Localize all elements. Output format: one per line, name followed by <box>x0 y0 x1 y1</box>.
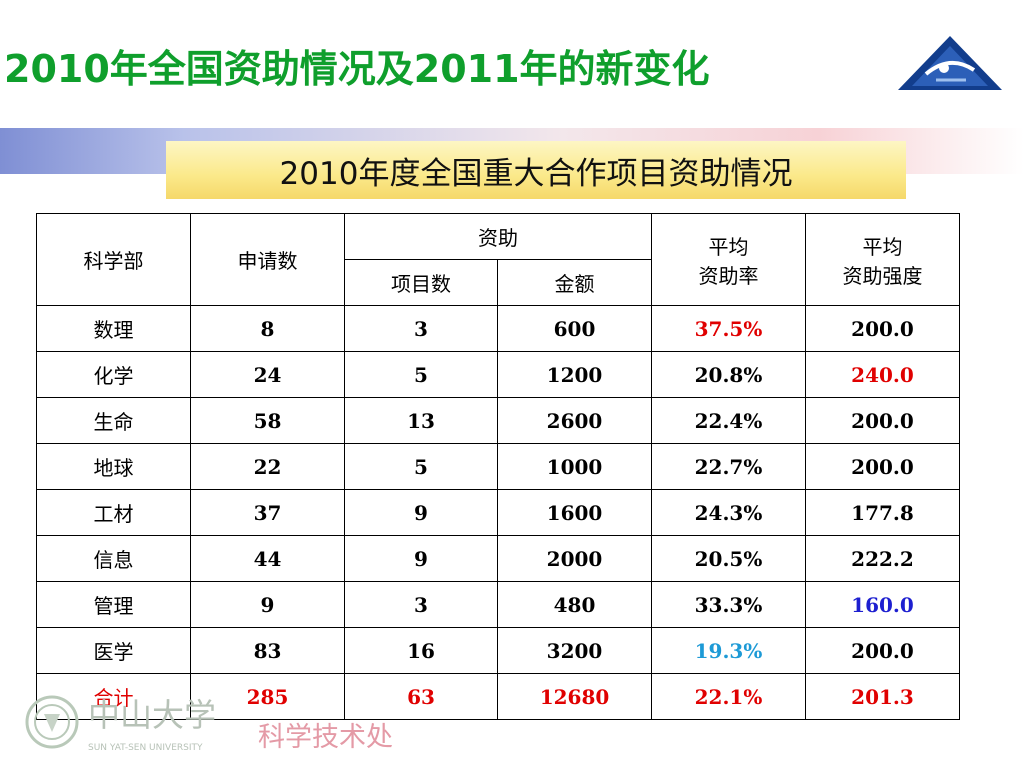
cell-avg-rate: 22.1% <box>651 673 806 720</box>
table-row: 化学 24 5 1200 20.8% 240.0 <box>36 351 960 398</box>
header-avg-intensity-line1: 平均 <box>862 234 903 259</box>
cell-dept: 化学 <box>36 351 191 398</box>
cell-dept: 生命 <box>36 397 191 444</box>
cell-avg-intensity: 222.2 <box>805 535 960 582</box>
slide-title: 2010年全国资助情况及2011年的新变化 <box>4 47 710 91</box>
footer-office: 科学技术处 <box>258 722 393 753</box>
university-footer: 中山大学 SUN YAT-SEN UNIVERSITY 科学技术处 <box>25 695 393 753</box>
table-body: 数理 8 3 600 37.5% 200.0 化学 24 5 1200 20.8% 240.0 生命 58… <box>36 305 960 720</box>
cell-amount: 3200 <box>497 627 652 674</box>
cell-avg-intensity: 240.0 <box>805 351 960 398</box>
cell-projects: 9 <box>344 535 498 582</box>
cell-avg-rate: 22.7% <box>651 443 806 490</box>
table-row: 数理 8 3 600 37.5% 200.0 <box>36 305 960 352</box>
cell-dept: 医学 <box>36 627 191 674</box>
cell-avg-intensity: 200.0 <box>805 397 960 444</box>
table-row: 工材 37 9 1600 24.3% 177.8 <box>36 489 960 536</box>
cell-amount: 12680 <box>497 673 652 720</box>
cell-projects: 5 <box>344 351 498 398</box>
cell-projects: 5 <box>344 443 498 490</box>
cell-avg-intensity: 160.0 <box>805 581 960 628</box>
cell-amount: 1000 <box>497 443 652 490</box>
cell-apply: 58 <box>190 397 345 444</box>
cell-projects: 63 <box>344 673 498 720</box>
cell-amount: 2600 <box>497 397 652 444</box>
cell-dept: 工材 <box>36 489 191 536</box>
header-avg-rate: 平均 资助率 <box>651 213 806 306</box>
cell-avg-intensity: 200.0 <box>805 443 960 490</box>
header-avg-rate-line1: 平均 <box>708 234 749 259</box>
cell-apply: 8 <box>190 305 345 352</box>
cell-avg-rate: 19.3% <box>651 627 806 674</box>
header-avg-intensity-line2: 资助强度 <box>842 263 923 288</box>
header-projects: 项目数 <box>344 259 498 306</box>
table-row: 地球 22 5 1000 22.7% 200.0 <box>36 443 960 490</box>
cell-apply: 24 <box>190 351 345 398</box>
cell-dept: 合计 <box>36 673 191 720</box>
cell-apply: 37 <box>190 489 345 536</box>
header-dept: 科学部 <box>36 213 191 306</box>
cell-avg-rate: 22.4% <box>651 397 806 444</box>
cell-apply: 22 <box>190 443 345 490</box>
cell-avg-rate: 24.3% <box>651 489 806 536</box>
cell-dept: 地球 <box>36 443 191 490</box>
nsfc-logo-icon <box>898 36 1002 90</box>
footer-university-en: SUN YAT-SEN UNIVERSITY <box>88 743 203 753</box>
cell-amount: 600 <box>497 305 652 352</box>
cell-avg-rate: 33.3% <box>651 581 806 628</box>
header-avg-rate-line2: 资助率 <box>698 263 759 288</box>
cell-amount: 480 <box>497 581 652 628</box>
table-row: 管理 9 3 480 33.3% 160.0 <box>36 581 960 628</box>
cell-apply: 9 <box>190 581 345 628</box>
table-row: 生命 58 13 2600 22.4% 200.0 <box>36 397 960 444</box>
cell-projects: 3 <box>344 581 498 628</box>
header-avg-intensity: 平均 资助强度 <box>805 213 960 306</box>
table-row: 信息 44 9 2000 20.5% 222.2 <box>36 535 960 582</box>
cell-avg-rate: 20.8% <box>651 351 806 398</box>
cell-amount: 1200 <box>497 351 652 398</box>
table-row: 医学 83 16 3200 19.3% 200.0 <box>36 627 960 674</box>
university-seal-icon <box>25 695 79 749</box>
cell-projects: 9 <box>344 489 498 536</box>
cell-apply: 285 <box>190 673 345 720</box>
header-amount: 金额 <box>497 259 652 306</box>
header-apply: 申请数 <box>190 213 345 306</box>
cell-dept: 管理 <box>36 581 191 628</box>
cell-projects: 16 <box>344 627 498 674</box>
cell-avg-rate: 20.5% <box>651 535 806 582</box>
cell-avg-intensity: 200.0 <box>805 305 960 352</box>
cell-avg-intensity: 201.3 <box>805 673 960 720</box>
funding-table: 科学部 申请数 资助 平均 资助率 平均 资助强度 项目数 金额 数理 8 3 600… <box>36 213 960 720</box>
cell-dept: 信息 <box>36 535 191 582</box>
footer-university-cn: 中山大学 <box>88 696 216 734</box>
cell-amount: 2000 <box>497 535 652 582</box>
cell-projects: 13 <box>344 397 498 444</box>
cell-avg-intensity: 200.0 <box>805 627 960 674</box>
cell-apply: 44 <box>190 535 345 582</box>
cell-dept: 数理 <box>36 305 191 352</box>
header-funding: 资助 <box>344 213 652 260</box>
cell-amount: 1600 <box>497 489 652 536</box>
cell-avg-intensity: 177.8 <box>805 489 960 536</box>
cell-apply: 83 <box>190 627 345 674</box>
table-subtitle: 2010年度全国重大合作项目资助情况 <box>166 141 906 199</box>
cell-avg-rate: 37.5% <box>651 305 806 352</box>
table-total-row: 合计 285 63 12680 22.1% 201.3 <box>36 673 960 720</box>
cell-projects: 3 <box>344 305 498 352</box>
